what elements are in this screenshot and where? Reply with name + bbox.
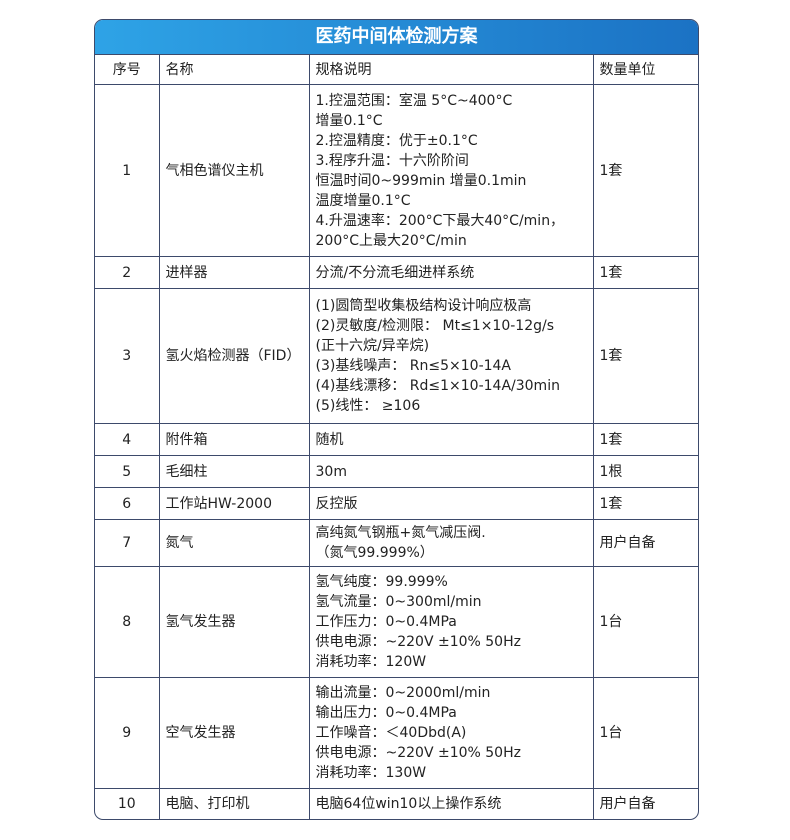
item-quantity: 用户自备 xyxy=(592,519,698,567)
table-row: 4 附件箱 随机 1套 xyxy=(95,423,698,456)
item-spec: 电脑64位win10以上操作系统 xyxy=(308,788,594,819)
item-name: 空气发生器 xyxy=(158,677,310,789)
spec-line: 恒温时间0~999min 增量0.1min xyxy=(315,172,527,189)
header-no: 序号 xyxy=(95,54,160,85)
spec-line: 工作噪音：＜40Dbd(A) xyxy=(315,725,467,741)
item-name: 气相色谱仪主机 xyxy=(158,84,310,257)
row-number: 10 xyxy=(95,788,160,819)
spec-line: 1.控温范围：室温 5°C~400°C xyxy=(315,92,513,109)
item-spec: 随机 xyxy=(308,423,594,456)
spec-line: 氢气流量：0~300ml/min xyxy=(315,594,482,610)
spec-line: 输出流量：0~2000ml/min xyxy=(315,685,491,701)
item-quantity: 1套 xyxy=(592,84,698,257)
plan-table-container: 医药中间体检测方案 序号 名称 规格说明 数量单位 1 气相色谱仪主机 1.控温范围… xyxy=(94,19,699,820)
item-quantity: 1套 xyxy=(592,423,698,456)
item-quantity: 1套 xyxy=(592,256,698,289)
row-number: 5 xyxy=(95,455,160,488)
spec-line: 供电电源：~220V ±10% 50Hz xyxy=(315,745,521,761)
item-spec: 高纯氮气钢瓶+氮气减压阀. （氮气99.999%） xyxy=(308,519,594,567)
spec-line: (正十六烷/异辛烷) xyxy=(315,338,430,354)
spec-line: 4.升温速率：200°C下最大40°C/min， xyxy=(315,212,565,229)
item-spec: (1)圆筒型收集极结构设计响应极高 (2)灵敏度/检测限： Mt≤1×10-12g… xyxy=(308,288,594,424)
item-name: 附件箱 xyxy=(158,423,310,456)
table-row: 8 氢气发生器 氢气纯度：99.999% 氢气流量：0~300ml/min 工作压力：0… xyxy=(95,566,698,678)
header-spec: 规格说明 xyxy=(308,54,594,85)
item-quantity: 1套 xyxy=(592,288,698,424)
spec-line: 分流/不分流毛细进样系统 xyxy=(315,264,475,281)
item-quantity: 1台 xyxy=(592,677,698,789)
row-number: 8 xyxy=(95,566,160,678)
spec-line: 电脑64位win10以上操作系统 xyxy=(315,795,502,812)
spec-line: 消耗功率：120W xyxy=(315,654,427,670)
spec-line: 200°C上最大20°C/min xyxy=(315,232,467,249)
spec-line: （氮气99.999%） xyxy=(315,545,434,561)
item-quantity: 1套 xyxy=(592,487,698,520)
spec-line: 高纯氮气钢瓶+氮气减压阀. xyxy=(315,525,486,541)
spec-line: 氢气纯度：99.999% xyxy=(315,574,448,590)
table-row: 7 氮气 高纯氮气钢瓶+氮气减压阀. （氮气99.999%） 用户自备 xyxy=(95,519,698,567)
item-spec: 30m xyxy=(308,455,594,488)
row-number: 2 xyxy=(95,256,160,289)
spec-line: 消耗功率：130W xyxy=(315,765,427,781)
header-row: 序号 名称 规格说明 数量单位 xyxy=(95,54,698,85)
row-number: 4 xyxy=(95,423,160,456)
item-name: 毛细柱 xyxy=(158,455,310,488)
table-title: 医药中间体检测方案 xyxy=(95,20,698,54)
spec-line: 增量0.1°C xyxy=(315,112,383,129)
item-spec: 1.控温范围：室温 5°C~400°C 增量0.1°C 2.控温精度：优于±0.1°… xyxy=(308,84,594,257)
table-row: 10 电脑、打印机 电脑64位win10以上操作系统 用户自备 xyxy=(95,788,698,819)
spec-line: 3.程序升温：十六阶阶间 xyxy=(315,152,469,169)
row-number: 6 xyxy=(95,487,160,520)
table-row: 6 工作站HW-2000 反控版 1套 xyxy=(95,487,698,520)
item-name: 氢气发生器 xyxy=(158,566,310,678)
item-name: 氮气 xyxy=(158,519,310,567)
spec-line: (2)灵敏度/检测限： Mt≤1×10-12g/s xyxy=(315,318,555,334)
item-name: 工作站HW-2000 xyxy=(158,487,310,520)
spec-line: 工作压力：0~0.4MPa xyxy=(315,614,457,630)
item-name: 氢火焰检测器（FID） xyxy=(158,288,310,424)
table-row: 2 进样器 分流/不分流毛细进样系统 1套 xyxy=(95,256,698,289)
header-qty: 数量单位 xyxy=(592,54,698,85)
item-name: 进样器 xyxy=(158,256,310,289)
item-spec: 氢气纯度：99.999% 氢气流量：0~300ml/min 工作压力：0~0.4MP… xyxy=(308,566,594,678)
spec-line: 2.控温精度：优于±0.1°C xyxy=(315,132,478,149)
plan-table: 序号 名称 规格说明 数量单位 1 气相色谱仪主机 1.控温范围：室温 5°C~40… xyxy=(95,54,698,819)
table-row: 9 空气发生器 输出流量：0~2000ml/min 输出压力：0~0.4MPa 工作噪音… xyxy=(95,677,698,789)
item-quantity: 1台 xyxy=(592,566,698,678)
spec-line: 供电电源：~220V ±10% 50Hz xyxy=(315,634,521,650)
item-spec: 反控版 xyxy=(308,487,594,520)
spec-line: 随机 xyxy=(315,431,344,448)
table-row: 5 毛细柱 30m 1根 xyxy=(95,455,698,488)
item-name: 电脑、打印机 xyxy=(158,788,310,819)
spec-line: 输出压力：0~0.4MPa xyxy=(315,705,457,721)
table-row: 3 氢火焰检测器（FID） (1)圆筒型收集极结构设计响应极高 (2)灵敏度/检测限：… xyxy=(95,288,698,424)
row-number: 3 xyxy=(95,288,160,424)
row-number: 1 xyxy=(95,84,160,257)
spec-line: (1)圆筒型收集极结构设计响应极高 xyxy=(315,298,532,314)
spec-line: 温度增量0.1°C xyxy=(315,192,411,209)
row-number: 7 xyxy=(95,519,160,567)
item-spec: 输出流量：0~2000ml/min 输出压力：0~0.4MPa 工作噪音：＜40Db… xyxy=(308,677,594,789)
spec-line: (5)线性： ≥106 xyxy=(315,398,421,414)
item-quantity: 用户自备 xyxy=(592,788,698,819)
item-spec: 分流/不分流毛细进样系统 xyxy=(308,256,594,289)
spec-line: 30m xyxy=(315,463,347,480)
spec-line: 反控版 xyxy=(315,495,358,512)
header-name: 名称 xyxy=(158,54,310,85)
spec-line: (4)基线漂移： Rd≤1×10-14A/30min xyxy=(315,378,560,394)
table-row: 1 气相色谱仪主机 1.控温范围：室温 5°C~400°C 增量0.1°C 2.控温精度… xyxy=(95,84,698,257)
spec-line: (3)基线噪声： Rn≤5×10-14A xyxy=(315,358,512,374)
row-number: 9 xyxy=(95,677,160,789)
item-quantity: 1根 xyxy=(592,455,698,488)
